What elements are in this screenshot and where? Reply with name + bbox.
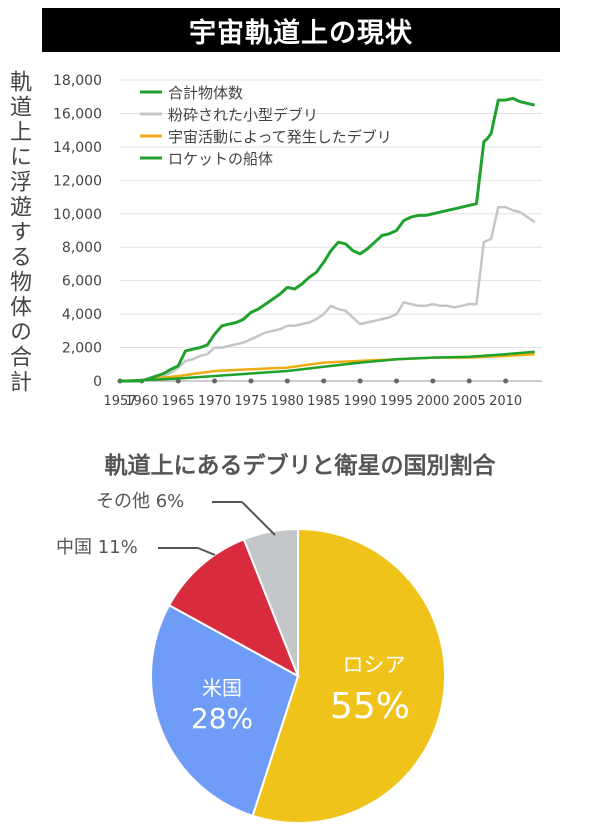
line-chart: 0 2,000 4,000 6,000 8,000 10,000 12,000 14,000 1… bbox=[53, 73, 542, 409]
y-tick-label: 4,000 bbox=[62, 307, 102, 323]
page-title: 宇宙軌道上の現状 bbox=[42, 8, 560, 52]
legend-label: 合計物体数 bbox=[168, 84, 243, 102]
x-tick-label: 1975 bbox=[234, 394, 267, 409]
x-tick-label: 2010 bbox=[489, 394, 522, 409]
x-tick-label: 1970 bbox=[198, 394, 231, 409]
x-tick-label: 2005 bbox=[453, 394, 486, 409]
x-tick-label: 2000 bbox=[416, 394, 449, 409]
pie-value-usa: 28% bbox=[191, 702, 253, 735]
y-tick-label: 0 bbox=[93, 374, 102, 390]
x-tick-mark bbox=[357, 378, 363, 384]
legend-label: ロケットの船体 bbox=[168, 150, 273, 168]
pie-slice-0 bbox=[251, 527, 447, 824]
x-tick-label: 1980 bbox=[271, 394, 304, 409]
x-tick-mark bbox=[212, 378, 218, 384]
pie-slice-1 bbox=[150, 603, 300, 818]
y-tick-label: 18,000 bbox=[53, 73, 102, 89]
pie-value-russia: 55% bbox=[330, 686, 410, 727]
pie-chart-title: 軌道上にあるデブリと衛星の国別割合 bbox=[104, 453, 496, 479]
y-tick-label: 6,000 bbox=[62, 274, 102, 290]
x-tick-label: 1957 bbox=[103, 394, 136, 409]
x-tick-label: 1995 bbox=[380, 394, 413, 409]
pie-leader-china bbox=[197, 547, 216, 556]
x-tick-label: 1960 bbox=[125, 394, 158, 409]
x-tick-mark bbox=[321, 378, 327, 384]
series-line-3 bbox=[119, 350, 535, 383]
x-tick-mark bbox=[248, 378, 254, 384]
y-tick-label: 10,000 bbox=[53, 207, 102, 223]
x-tick-mark bbox=[393, 378, 399, 384]
pie-leader-other bbox=[241, 501, 276, 536]
pie-label-russia: ロシア bbox=[343, 653, 406, 677]
x-tick-mark bbox=[503, 378, 509, 384]
y-tick-label: 12,000 bbox=[53, 173, 102, 189]
y-tick-label: 14,000 bbox=[53, 140, 102, 156]
series-line-1 bbox=[120, 205, 536, 383]
legend-label: 粉砕された小型デブリ bbox=[168, 106, 318, 124]
x-tick-mark bbox=[430, 378, 436, 384]
x-tick-mark bbox=[284, 378, 290, 384]
pie-label-china: 中国 11% bbox=[56, 537, 138, 558]
x-tick-label: 1965 bbox=[162, 394, 195, 409]
y-tick-label: 8,000 bbox=[62, 240, 102, 256]
x-tick-label: 1985 bbox=[307, 394, 340, 409]
series-line-0 bbox=[120, 96, 536, 383]
y-tick-label: 16,000 bbox=[53, 106, 102, 122]
line-chart-ylabel: 軌道上に浮遊する物体の合計 bbox=[6, 70, 31, 395]
y-tick-label: 2,000 bbox=[62, 341, 102, 357]
pie-slice-2 bbox=[167, 538, 300, 679]
pie-label-usa: 米国 bbox=[202, 676, 242, 700]
x-tick-mark bbox=[466, 378, 472, 384]
pie-label-other: その他 6% bbox=[96, 491, 184, 512]
legend-label: 宇宙活動によって発生したデブリ bbox=[168, 128, 392, 146]
x-tick-label: 1990 bbox=[344, 394, 377, 409]
